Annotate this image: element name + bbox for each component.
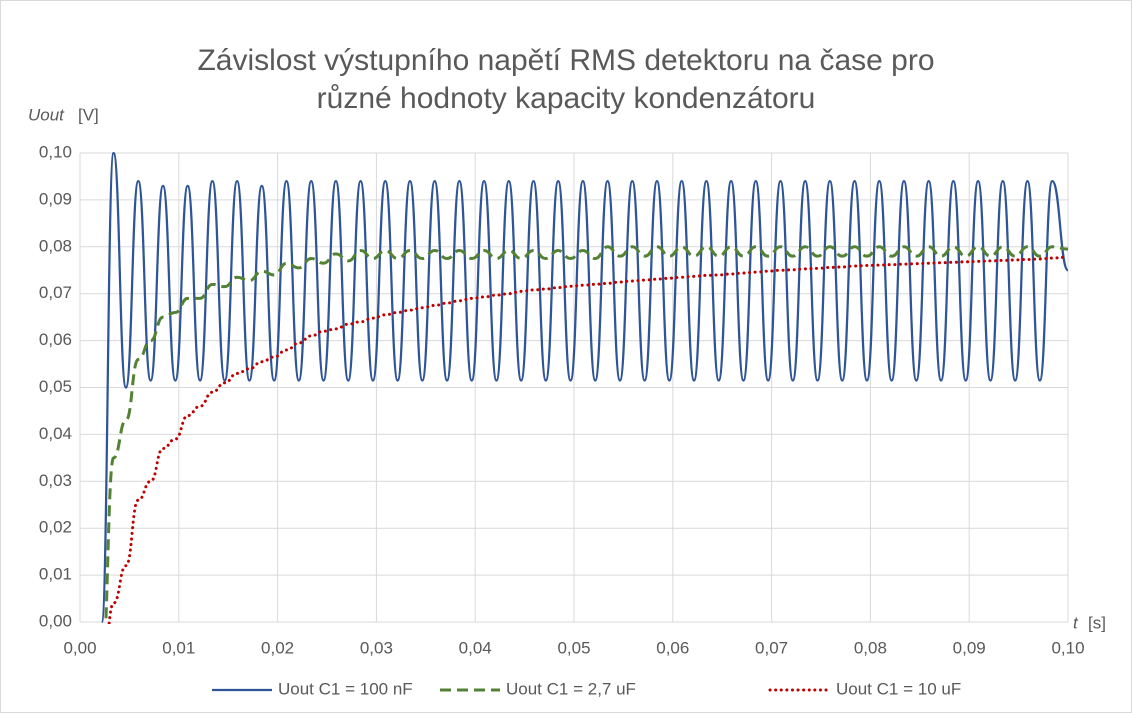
series-line <box>104 245 1069 624</box>
y-tick-label: 0,08 <box>39 236 72 255</box>
x-tick-label: 0,05 <box>557 638 590 657</box>
y-tick-label: 0,02 <box>39 518 72 537</box>
x-tick-label: 0,10 <box>1051 638 1084 657</box>
y-tick-label: 0,01 <box>39 565 72 584</box>
x-tick-label: 0,08 <box>854 638 887 657</box>
x-tick-label: 0,04 <box>459 638 492 657</box>
x-tick-label: 0,02 <box>261 638 294 657</box>
y-tick-label: 0,06 <box>39 330 72 349</box>
y-tick-label: 0,09 <box>39 189 72 208</box>
x-tick-label: 0,06 <box>656 638 689 657</box>
legend-label: Uout C1 = 10 uF <box>836 679 961 698</box>
y-tick-label: 0,10 <box>39 142 72 161</box>
x-axis-unit: [s] <box>1088 613 1106 632</box>
series-line <box>107 255 1070 624</box>
plot <box>100 151 1070 624</box>
y-tick-label: 0,04 <box>39 424 72 443</box>
x-tick-label: 0,00 <box>63 638 96 657</box>
x-axis-label: t <box>1073 613 1079 632</box>
x-tick-label: 0,09 <box>953 638 986 657</box>
y-tick-label: 0,05 <box>39 377 72 396</box>
x-tick-label: 0,01 <box>162 638 195 657</box>
y-axis-unit: [V] <box>78 105 99 124</box>
y-tick-label: 0,03 <box>39 471 72 490</box>
y-tick-label: 0,07 <box>39 283 72 302</box>
legend-label: Uout C1 = 100 nF <box>278 679 413 698</box>
x-tick-label: 0,03 <box>360 638 393 657</box>
chart-title: různé hodnoty kapacity kondenzátoru <box>317 82 816 115</box>
y-tick-label: 0,00 <box>39 611 72 630</box>
x-tick-label: 0,07 <box>755 638 788 657</box>
legend-label: Uout C1 = 2,7 uF <box>506 679 636 698</box>
series-line <box>100 151 1070 624</box>
y-axis-label: Uout <box>28 105 65 124</box>
chart-title: Závislost výstupního napětí RMS detektor… <box>197 44 934 77</box>
